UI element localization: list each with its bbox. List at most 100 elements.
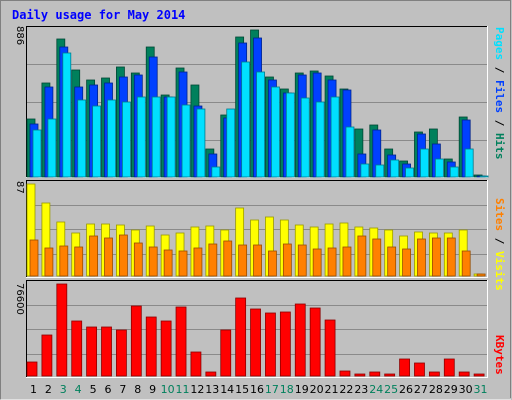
pages-bar-day-5 [92,106,101,177]
pages-bar-edge [479,175,489,178]
sites-bar-day-3 [59,246,68,276]
pages-bar-day-16 [256,72,265,177]
kbytes-bar-edge [71,320,83,377]
pages-bar-edge [166,96,176,178]
kbytes-bar-edge [399,358,410,377]
pages-bar-edge [420,148,429,178]
pages-bar-day-14 [226,109,235,177]
kbytes-bar-edge [26,361,38,377]
sites-bar-edge [417,238,426,277]
kbytes-panel-legend: KBytes [493,335,506,375]
sites-bar-day-7 [119,235,128,276]
legend-visits: Visits [493,251,506,291]
pages-bar-edge [107,99,116,178]
hits-panel-ymax-label: 886 [14,26,25,45]
sites-bar-day-27 [417,239,426,276]
kbytes-bar-day-27 [414,363,425,376]
pages-bar-day-2 [47,119,56,177]
day-label-7: 7 [119,383,126,396]
sites-bar-day-19 [298,245,307,276]
sites-bar-edge [104,237,113,277]
pages-bar-day-30 [465,149,474,177]
kbytes-bar-edge [309,307,321,377]
day-label-22: 22 [339,383,353,396]
pages-bar-day-13 [211,167,220,177]
pages-bar-edge [181,104,191,178]
kbytes-bar-day-7 [116,330,127,376]
sites-bar-day-6 [104,238,113,276]
sites-bar-edge [431,237,441,277]
kbytes-bar-day-5 [86,327,97,376]
sites-bar-edge [312,248,322,277]
kbytes-bar-day-21 [325,320,336,376]
day-label-30: 30 [459,383,473,396]
pages-bar-day-8 [137,97,146,177]
kbytes-bar-edge [145,316,157,377]
day-label-2: 2 [45,383,52,396]
day-label-27: 27 [414,383,428,396]
pages-bar-day-27 [420,149,429,177]
sites-bar-edge [29,239,39,277]
kbytes-bar-edge [294,303,306,377]
chart-title: Daily usage for May 2014 [12,8,185,22]
kbytes-bar-day-29 [444,359,455,376]
kbytes-bar-day-20 [310,308,321,376]
legend-sep-3: / [493,231,506,251]
sites-bar-day-9 [149,247,158,276]
pages-bar-edge [256,71,265,178]
kbytes-bar-day-24 [369,372,380,376]
sites-bar-edge [253,244,262,277]
day-label-28: 28 [429,383,443,396]
pages-bar-edge [47,118,57,178]
kbytes-bar-edge [235,297,247,377]
day-label-20: 20 [310,383,324,396]
kbytes-bar-edge [205,371,217,377]
pages-bar-day-20 [316,102,325,177]
visits-panel-ymax-label: 87 [14,181,25,194]
kbytes-bar-edge [86,326,98,377]
day-label-15: 15 [235,383,249,396]
pages-bar-edge [226,108,236,178]
sites-bar-day-11 [179,251,188,276]
sites-bar-day-31 [477,274,486,276]
pages-bar-day-3 [62,53,71,177]
sites-bar-day-22 [342,247,351,276]
sites-bar-edge [357,235,367,277]
visits-bar-day-1 [27,184,35,276]
kbytes-bar-day-11 [176,307,187,376]
day-label-8: 8 [134,383,141,396]
day-label-31: 31 [474,383,488,396]
legend-sep-2: / [493,113,506,133]
pages-bar-day-23 [360,164,369,177]
kbytes-bar-edge [41,334,53,377]
sites-bar-edge [133,242,143,277]
sites-bar-day-18 [283,244,292,276]
sites-bar-edge [372,238,382,277]
sites-bar-day-2 [44,248,53,276]
legend-pages: Pages [493,27,506,60]
sites-bar-edge [163,249,173,277]
kbytes-bar-edge [56,283,68,377]
visits-panel-legend: Sites / Visits [493,198,506,291]
pages-bar-edge [360,163,370,178]
kbytes-bar-day-17 [265,313,276,376]
legend-kbytes: KBytes [493,335,506,375]
day-label-19: 19 [295,383,309,396]
pages-bar-edge [122,101,131,178]
pages-bar-day-17 [271,87,280,177]
legend-files: Files [493,80,506,113]
kbytes-bar-day-3 [56,284,67,376]
sites-bar-day-1 [30,240,38,276]
pages-bar-day-4 [77,100,86,177]
day-label-6: 6 [104,383,111,396]
day-label-3: 3 [60,383,67,396]
kbytes-bar-day-9 [146,317,157,376]
kbytes-bar-edge [384,373,396,377]
sites-bar-edge [297,244,307,277]
sites-bar-day-13 [208,244,217,276]
visits-bar-day-2 [41,203,50,276]
pages-bar-edge [271,86,280,178]
sites-bar-edge [74,246,84,277]
pages-bar-edge [196,108,206,178]
pages-bar-day-21 [331,97,340,177]
